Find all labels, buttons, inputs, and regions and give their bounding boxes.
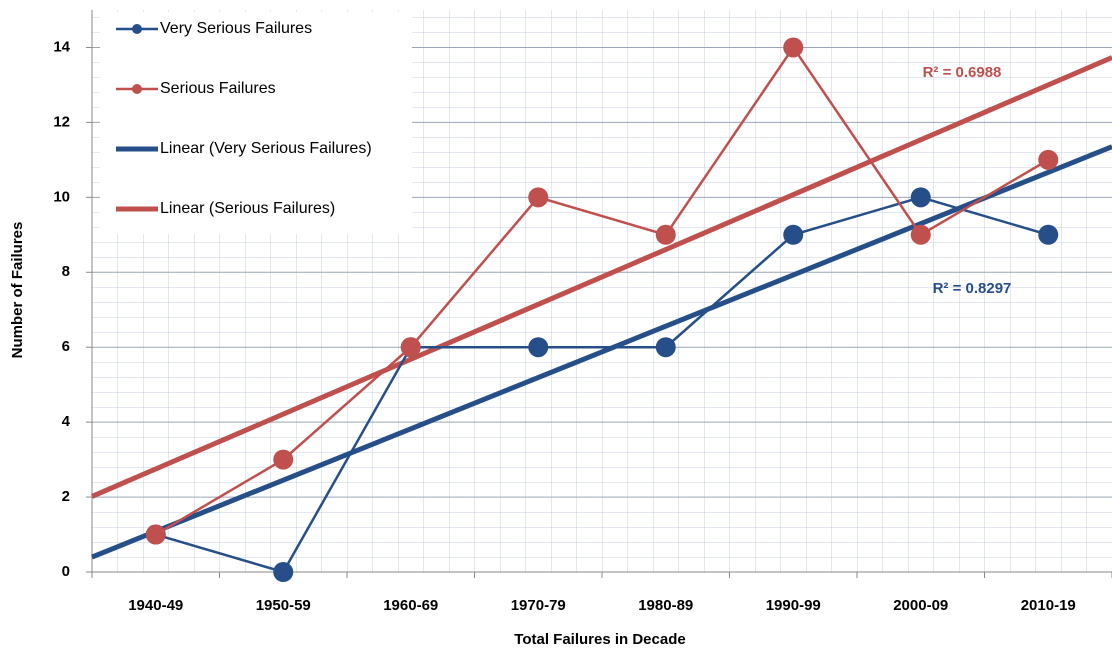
data-point xyxy=(910,187,931,208)
legend: Very Serious Failures Serious Failures Lin… xyxy=(100,12,412,234)
data-point xyxy=(1038,224,1059,245)
data-point xyxy=(273,449,294,470)
r2-annotation: R² = 0.6988 xyxy=(923,64,1002,81)
y-axis-label: Number of Failures xyxy=(9,222,26,359)
data-point xyxy=(783,37,804,58)
data-point xyxy=(783,224,804,245)
legend-box xyxy=(100,12,412,234)
data-point xyxy=(910,224,931,245)
plot xyxy=(91,37,1112,582)
x-tick-label: 2010-19 xyxy=(1021,597,1076,614)
data-point xyxy=(400,337,421,358)
x-tick-label: 1970-79 xyxy=(511,597,566,614)
data-point xyxy=(528,187,549,208)
y-tick-label: 6 xyxy=(62,338,70,355)
x-tick-label: 1940-49 xyxy=(128,597,183,614)
series-line xyxy=(155,45,1049,536)
data-point xyxy=(145,524,166,545)
data-point xyxy=(655,337,676,358)
y-tick-label: 0 xyxy=(62,563,70,580)
y-tick-label: 12 xyxy=(53,113,70,130)
trendline xyxy=(91,55,1112,499)
y-tick-label: 4 xyxy=(62,413,71,430)
x-tick-label: 2000-09 xyxy=(893,597,948,614)
y-tick-label: 8 xyxy=(62,263,70,280)
x-tick-label: 1980-89 xyxy=(638,597,693,614)
y-tick-label: 10 xyxy=(53,188,70,205)
data-point xyxy=(655,224,676,245)
data-point xyxy=(1038,149,1059,170)
x-tick-label: 1960-69 xyxy=(383,597,438,614)
legend-label: Serious Failures xyxy=(160,80,276,97)
legend-marker xyxy=(132,24,142,34)
y-tick-label: 14 xyxy=(53,38,70,55)
y-tick-label: 2 xyxy=(62,488,70,505)
x-tick-label: 1990-99 xyxy=(766,597,821,614)
legend-label: Linear (Very Serious Failures) xyxy=(160,140,372,157)
legend-label: Very Serious Failures xyxy=(160,20,312,37)
r2-annotation: R² = 0.8297 xyxy=(933,280,1012,297)
legend-label: Linear (Serious Failures) xyxy=(160,200,335,217)
x-tick-label: 1950-59 xyxy=(256,597,311,614)
legend-marker xyxy=(132,84,142,94)
data-point xyxy=(528,337,549,358)
x-axis-label: Total Failures in Decade xyxy=(514,631,685,648)
data-point xyxy=(273,562,294,582)
trendline xyxy=(91,144,1112,560)
